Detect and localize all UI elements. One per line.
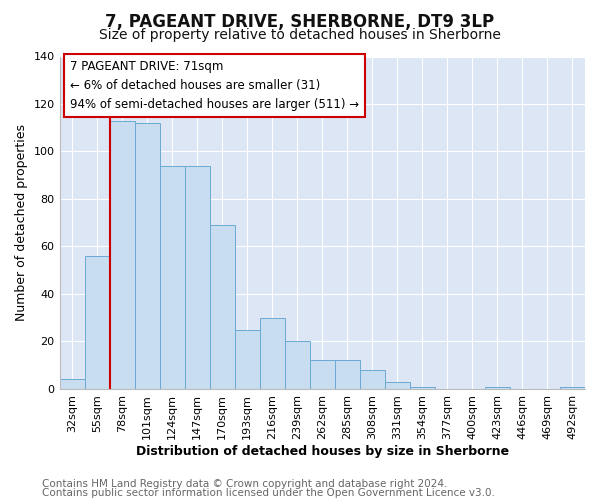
Y-axis label: Number of detached properties: Number of detached properties (15, 124, 28, 321)
Bar (85, 256, 110, 389)
Bar (134, 123, 160, 389)
Bar (260, 318, 285, 389)
Bar (485, 386, 510, 389)
Text: Contains HM Land Registry data © Crown copyright and database right 2024.: Contains HM Land Registry data © Crown c… (42, 479, 448, 489)
Bar (285, 342, 310, 389)
Bar (360, 370, 385, 389)
Bar (310, 360, 335, 389)
Bar (385, 382, 410, 389)
Bar (335, 360, 360, 389)
Text: Size of property relative to detached houses in Sherborne: Size of property relative to detached ho… (99, 28, 501, 42)
Bar (560, 386, 585, 389)
Bar (235, 330, 260, 389)
Bar (59, 380, 85, 389)
Text: 7, PAGEANT DRIVE, SHERBORNE, DT9 3LP: 7, PAGEANT DRIVE, SHERBORNE, DT9 3LP (106, 12, 494, 30)
Bar (209, 225, 235, 389)
Bar (185, 166, 209, 389)
Bar (110, 120, 134, 389)
Text: 7 PAGEANT DRIVE: 71sqm
← 6% of detached houses are smaller (31)
94% of semi-deta: 7 PAGEANT DRIVE: 71sqm ← 6% of detached … (70, 60, 359, 111)
X-axis label: Distribution of detached houses by size in Sherborne: Distribution of detached houses by size … (136, 444, 509, 458)
Text: Contains public sector information licensed under the Open Government Licence v3: Contains public sector information licen… (42, 488, 495, 498)
Bar (410, 386, 435, 389)
Bar (160, 166, 185, 389)
